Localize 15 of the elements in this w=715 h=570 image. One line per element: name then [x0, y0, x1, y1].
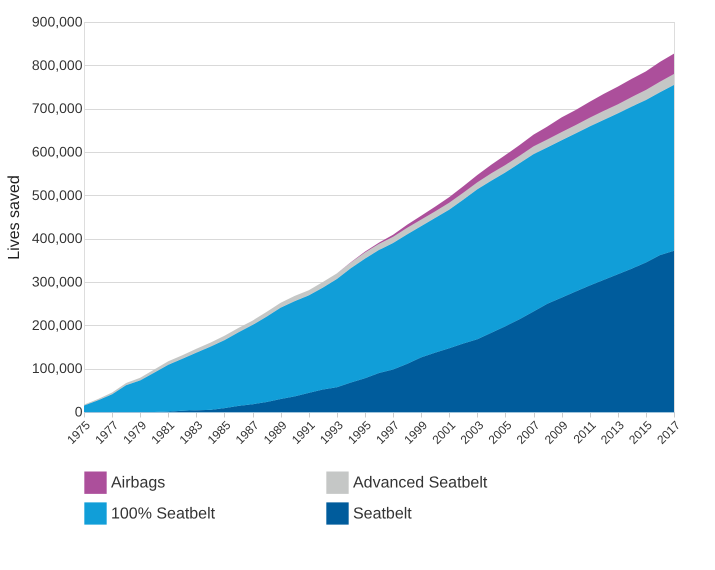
legend-label: Advanced Seatbelt: [353, 474, 488, 492]
y-tick-label: 900,000: [32, 14, 83, 30]
y-tick-label: 400,000: [32, 230, 83, 246]
y-tick-label: 700,000: [32, 100, 83, 116]
legend-label: 100% Seatbelt: [111, 506, 216, 522]
y-tick-label: 200,000: [32, 316, 83, 333]
legend-label: Seatbelt: [353, 506, 412, 522]
legend-label: Airbags: [111, 474, 166, 492]
y-tick-label: 0: [74, 404, 83, 420]
y-axis-title: Lives saved: [6, 175, 23, 260]
y-tick-label: 800,000: [32, 56, 83, 73]
y-tick-label: 500,000: [32, 186, 83, 203]
y-tick-label: 600,000: [32, 144, 83, 160]
y-tick-label: 100,000: [32, 360, 83, 376]
y-tick-label: 300,000: [32, 274, 83, 290]
